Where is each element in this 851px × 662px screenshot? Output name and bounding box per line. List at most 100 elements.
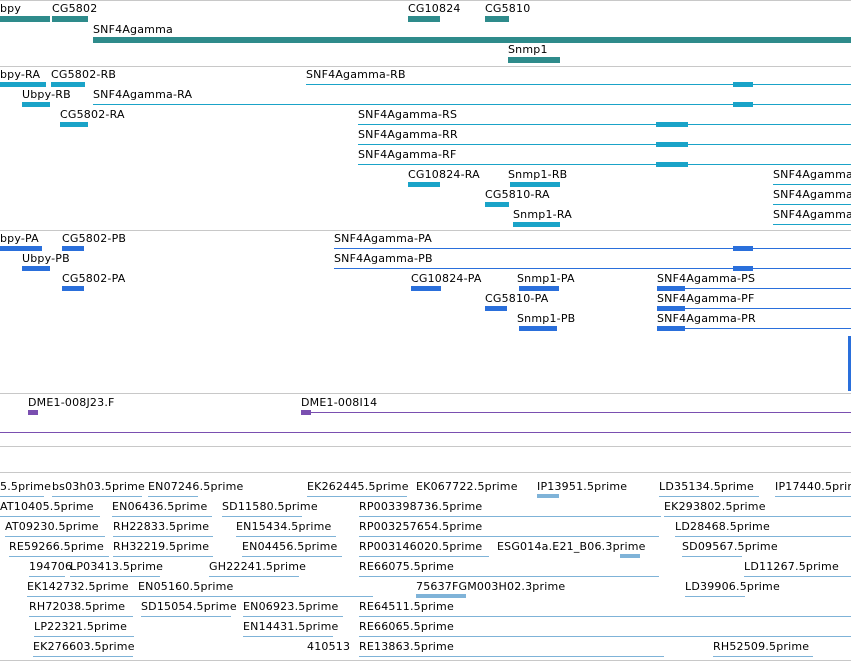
est-feature[interactable]: [236, 536, 336, 537]
est-feature[interactable]: [359, 616, 851, 617]
est-label: SD11580.5prime: [222, 500, 318, 513]
est-label: 194706: [29, 560, 73, 573]
est-feature[interactable]: [27, 596, 373, 597]
gene-feature[interactable]: [0, 16, 50, 22]
est-feature[interactable]: [713, 656, 813, 657]
gene-feature[interactable]: [93, 37, 851, 43]
est-label: RH22833.5prime: [113, 520, 210, 533]
feature-label: bpy-PA: [0, 232, 39, 245]
transcript-feature[interactable]: [22, 102, 50, 107]
est-feature[interactable]: [34, 636, 134, 637]
clone-line: [301, 412, 851, 413]
protein-feature[interactable]: [62, 246, 84, 251]
gene-feature[interactable]: [485, 16, 509, 22]
gene-feature[interactable]: [508, 57, 560, 63]
est-label: LP22321.5prime: [34, 620, 128, 633]
protein-feature[interactable]: [411, 286, 441, 291]
protein-feature[interactable]: [62, 286, 84, 291]
intron-line: [334, 248, 851, 249]
est-feature[interactable]: [29, 616, 133, 617]
protein-feature[interactable]: [519, 326, 557, 331]
gene-feature[interactable]: [52, 16, 88, 22]
exon[interactable]: [656, 162, 688, 167]
est-feature[interactable]: [113, 536, 213, 537]
feature-label: CG5810-PA: [485, 292, 549, 305]
est-feature[interactable]: [675, 536, 851, 537]
transcript-feature[interactable]: [510, 182, 560, 187]
feature-label: Snmp1: [508, 43, 548, 56]
est-feature[interactable]: [29, 576, 65, 577]
transcript-feature[interactable]: [485, 202, 509, 207]
transcript-feature[interactable]: [0, 82, 46, 87]
exon[interactable]: [733, 82, 753, 87]
transcript-feature[interactable]: [51, 82, 85, 87]
est-feature[interactable]: [307, 496, 407, 497]
feature-label: SNF4Agamma-RF: [358, 148, 457, 161]
est-feature[interactable]: [359, 576, 659, 577]
est-label: SD15054.5prime: [141, 600, 237, 613]
est-feature[interactable]: [33, 656, 133, 657]
est-feature[interactable]: [537, 494, 559, 498]
est-feature[interactable]: [659, 496, 759, 497]
clone-feature[interactable]: [28, 410, 38, 415]
est-feature[interactable]: [141, 616, 231, 617]
est-feature[interactable]: [620, 554, 640, 558]
est-feature[interactable]: [113, 556, 213, 557]
feature-label: CG10824: [408, 2, 461, 15]
est-feature[interactable]: [685, 596, 745, 597]
est-feature[interactable]: [359, 536, 659, 537]
est-feature[interactable]: [242, 556, 342, 557]
est-feature[interactable]: [682, 556, 742, 557]
exon[interactable]: [733, 102, 753, 107]
est-feature[interactable]: [222, 516, 302, 517]
est-feature[interactable]: [9, 556, 109, 557]
feature-label: SNF4Agamma-PR: [657, 312, 756, 325]
est-feature[interactable]: [112, 516, 212, 517]
exon[interactable]: [733, 266, 753, 271]
est-feature[interactable]: [359, 556, 489, 557]
est-feature[interactable]: [775, 496, 851, 497]
est-label: EN14431.5prime: [243, 620, 339, 633]
transcript-feature[interactable]: [60, 122, 88, 127]
est-label: IP17440.5prime: [775, 480, 851, 493]
est-feature[interactable]: [359, 656, 664, 657]
feature-label: CG5810-RA: [485, 188, 550, 201]
protein-feature[interactable]: [0, 246, 42, 251]
track-separator: [0, 446, 851, 447]
partial-feature[interactable]: [848, 336, 851, 391]
feature-label: CG5802: [52, 2, 98, 15]
est-label: 410513: [307, 640, 351, 653]
exon[interactable]: [733, 246, 753, 251]
exon[interactable]: [656, 142, 688, 147]
est-feature[interactable]: [664, 516, 851, 517]
feature-label: DME1-008I14: [301, 396, 378, 409]
feature-label: CG10824-RA: [408, 168, 480, 181]
est-label: EK293802.5prime: [664, 500, 766, 513]
protein-feature[interactable]: [519, 286, 559, 291]
transcript-feature[interactable]: [408, 182, 440, 187]
est-feature[interactable]: [744, 576, 851, 577]
est-feature[interactable]: [0, 516, 100, 517]
exon[interactable]: [656, 122, 688, 127]
est-label: IP13951.5prime: [537, 480, 628, 493]
est-feature[interactable]: [359, 516, 661, 517]
est-feature[interactable]: [5, 536, 105, 537]
est-feature[interactable]: [243, 616, 343, 617]
est-feature[interactable]: [243, 636, 333, 637]
gene-feature[interactable]: [408, 16, 440, 22]
est-label: RH32219.5prime: [113, 540, 210, 553]
protein-feature[interactable]: [22, 266, 50, 271]
est-feature[interactable]: [70, 576, 160, 577]
est-feature[interactable]: [52, 496, 142, 497]
est-label: LD39906.5prime: [685, 580, 780, 593]
transcript-feature[interactable]: [513, 222, 560, 227]
est-feature[interactable]: [148, 496, 198, 497]
track-separator: [0, 230, 851, 231]
est-feature[interactable]: [0, 496, 44, 497]
est-feature[interactable]: [416, 594, 466, 598]
protein-feature[interactable]: [485, 306, 507, 311]
feature-label: SNF4Agamma-RB: [306, 68, 406, 81]
est-label: AT10405.5prime: [0, 500, 94, 513]
est-feature[interactable]: [359, 636, 851, 637]
est-feature[interactable]: [209, 576, 299, 577]
